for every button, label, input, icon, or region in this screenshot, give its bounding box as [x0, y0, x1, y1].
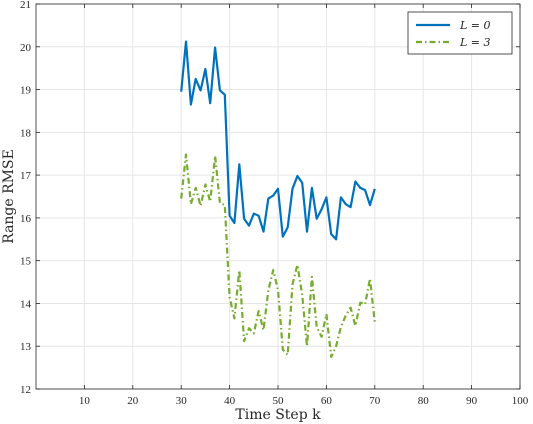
y-axis-label: Range RMSE [1, 149, 17, 244]
x-tick-label: 60 [321, 395, 333, 407]
y-tick-label: 21 [20, 0, 31, 11]
y-tick-label: 13 [20, 341, 32, 353]
y-tick-label: 15 [20, 256, 32, 268]
tick-labels: 10 20 30 40 50 60 70 80 90 100 12 13 14 15 16 17 18 19 20 2… [20, 0, 529, 407]
x-tick-label: 50 [273, 395, 285, 407]
x-tick-label: 80 [418, 395, 430, 407]
x-tick-label: 40 [224, 395, 236, 407]
y-tick-label: 14 [20, 298, 32, 310]
x-axis-label: Time Step k [235, 407, 321, 423]
y-tick-label: 20 [20, 42, 32, 54]
y-tick-label: 12 [20, 384, 31, 396]
x-tick-label: 100 [512, 395, 529, 407]
data-series [180, 40, 376, 358]
x-tick-label: 10 [79, 395, 91, 407]
legend-label-0: L = 0 [459, 19, 491, 32]
x-tick-label: 90 [466, 395, 478, 407]
legend-box [407, 11, 513, 55]
x-tick-label: 70 [369, 395, 381, 407]
y-tick-label: 19 [20, 85, 32, 97]
y-tick-label: 18 [20, 127, 32, 139]
x-tick-label: 20 [127, 395, 139, 407]
legend-label-1: L = 3 [459, 36, 491, 49]
y-tick-label: 16 [20, 213, 32, 225]
series-line-0 [180, 40, 376, 241]
legend: L = 0 L = 3 [407, 11, 513, 55]
y-tick-label: 17 [20, 170, 32, 182]
x-tick-label: 30 [176, 395, 188, 407]
axes [35, 3, 521, 390]
